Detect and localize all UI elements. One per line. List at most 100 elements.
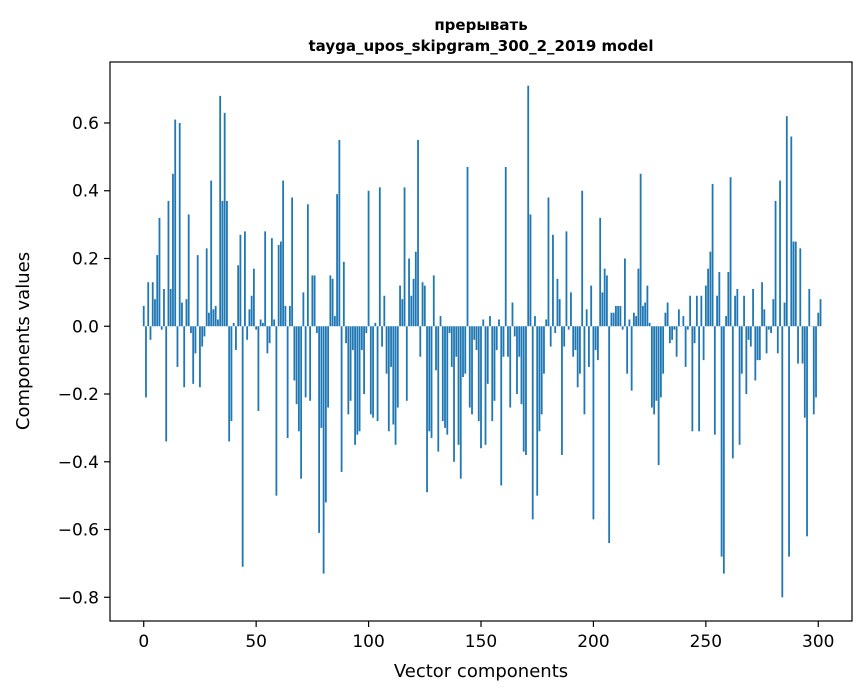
bar	[199, 326, 201, 388]
bar	[408, 258, 410, 327]
bar	[167, 200, 170, 327]
bar	[558, 299, 561, 327]
bar	[477, 326, 480, 422]
bar	[585, 309, 588, 327]
bar	[457, 326, 460, 445]
bar	[356, 326, 359, 435]
bar	[763, 309, 766, 327]
bar	[273, 319, 276, 327]
bar	[385, 326, 388, 374]
bar	[324, 326, 327, 503]
bar	[621, 326, 624, 330]
bar	[250, 295, 253, 327]
bar	[806, 326, 808, 537]
bar	[547, 197, 550, 327]
bar	[257, 326, 260, 411]
bar	[176, 326, 179, 367]
bar	[597, 326, 599, 361]
bar	[219, 95, 222, 327]
bar	[241, 326, 244, 567]
bar	[790, 136, 793, 327]
bar	[448, 326, 451, 334]
bar	[300, 326, 303, 479]
bar	[534, 316, 536, 327]
bar	[691, 326, 694, 432]
bar	[201, 326, 204, 347]
bar	[453, 326, 455, 462]
bar	[781, 326, 784, 598]
bar	[576, 326, 579, 388]
bar	[151, 282, 154, 327]
bar	[808, 288, 811, 327]
bar	[552, 234, 554, 327]
bar	[165, 326, 168, 442]
bar	[441, 326, 444, 422]
bar	[282, 180, 285, 327]
bar	[684, 326, 687, 367]
bar	[653, 326, 656, 415]
x-tick-label: 50	[245, 632, 267, 652]
bar	[803, 326, 806, 418]
bar	[511, 302, 514, 327]
bar	[518, 326, 521, 357]
bar	[333, 316, 336, 327]
bar	[770, 326, 772, 334]
bar	[619, 305, 622, 327]
bar	[378, 187, 381, 327]
bar	[396, 326, 399, 408]
bar	[725, 316, 727, 327]
x-tick-label: 300	[802, 632, 834, 652]
bar	[588, 326, 590, 367]
bar	[266, 326, 269, 354]
bar	[529, 214, 532, 327]
bar	[462, 326, 464, 378]
bar	[815, 326, 817, 398]
bar	[493, 326, 496, 401]
bar	[331, 278, 334, 327]
bar	[650, 326, 653, 408]
bar	[520, 326, 523, 405]
bar	[792, 241, 795, 327]
bars-layer	[142, 85, 822, 598]
bar	[412, 278, 415, 327]
bar	[464, 326, 467, 374]
bar	[740, 326, 743, 374]
bar	[405, 326, 408, 401]
bar	[581, 190, 584, 327]
bar	[417, 139, 419, 327]
bar	[358, 326, 361, 432]
bar	[318, 326, 321, 533]
bar	[428, 326, 431, 432]
bar	[183, 326, 186, 388]
bar	[430, 326, 433, 439]
bar	[644, 302, 647, 327]
bar	[527, 85, 530, 327]
bar	[471, 326, 473, 415]
bar	[689, 295, 692, 327]
bar	[401, 299, 404, 327]
bar	[799, 248, 802, 327]
plot-frame	[109, 61, 853, 622]
x-tick-label: 150	[465, 632, 497, 652]
bar	[313, 275, 316, 327]
bar	[657, 326, 660, 466]
bar	[473, 326, 476, 340]
bar	[392, 326, 395, 425]
bar	[145, 326, 147, 398]
y-tick-label: −0.2	[58, 385, 99, 405]
bar	[365, 326, 368, 334]
bar	[185, 299, 188, 327]
bar	[239, 234, 242, 327]
bar	[208, 312, 210, 327]
bar	[718, 272, 721, 327]
bar	[774, 200, 777, 327]
x-tick-label: 100	[352, 632, 384, 652]
x-axis-ticks: 0 50 100 150 200 250 300	[138, 621, 834, 652]
bar	[639, 173, 642, 327]
y-tick-label: −0.6	[58, 521, 99, 541]
bar	[583, 326, 586, 415]
bar	[783, 302, 786, 327]
bar	[543, 326, 545, 374]
bar	[446, 326, 449, 435]
bar	[414, 251, 417, 327]
